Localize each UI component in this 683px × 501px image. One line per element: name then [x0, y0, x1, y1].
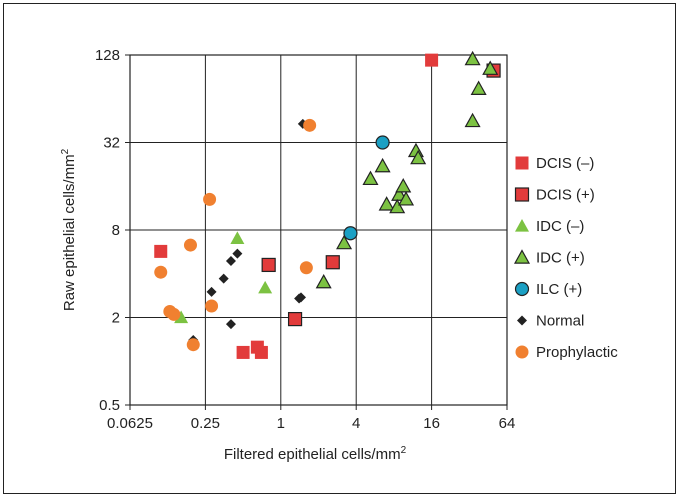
data-point: [296, 292, 307, 303]
legend-item: IDC (–): [515, 218, 584, 235]
y-tick-label: 2: [112, 310, 120, 327]
legend-item: Normal: [517, 313, 584, 330]
data-point: [206, 286, 217, 297]
data-point: [395, 178, 412, 193]
series-group: [343, 135, 390, 241]
y-axis-label: Raw epithelial cells/mm2: [60, 148, 78, 311]
data-point: [225, 255, 236, 266]
data-point: [258, 280, 273, 294]
legend-label: Normal: [536, 313, 584, 330]
data-point: [315, 273, 332, 289]
y-axis-ticks: 0.5 2 8 32 128: [95, 47, 130, 414]
series-group: [154, 53, 439, 359]
data-point: [186, 338, 200, 352]
legend-marker: [514, 187, 530, 202]
x-tick-label: 16: [423, 415, 440, 432]
data-point: [464, 112, 481, 128]
data-point: [167, 307, 181, 321]
data-point: [183, 238, 197, 252]
data-point: [398, 191, 415, 206]
legend-marker: [514, 281, 530, 297]
data-point: [391, 186, 408, 201]
legend-item: DCIS (–): [515, 155, 594, 172]
data-point: [343, 226, 358, 241]
legend-label: IDC (+): [536, 250, 585, 267]
legend-marker: [513, 249, 531, 264]
y-tick-label: 8: [112, 222, 120, 239]
data-point: [232, 248, 243, 259]
data-points: [154, 50, 501, 359]
legend-label: DCIS (+): [536, 187, 595, 204]
data-point: [205, 299, 219, 313]
data-point: [336, 234, 353, 250]
x-tick-label: 1: [277, 415, 285, 432]
legend-label: Prophylactic: [536, 344, 618, 361]
data-point: [389, 198, 406, 214]
grid-lines: [129, 54, 508, 406]
data-point: [236, 345, 250, 359]
data-point: [254, 345, 268, 359]
series-group: [154, 118, 317, 352]
data-point: [203, 192, 217, 206]
y-tick-label: 0.5: [99, 397, 120, 414]
data-point: [425, 53, 439, 67]
data-point: [225, 319, 236, 330]
legend-marker: [515, 156, 529, 170]
series-group: [174, 231, 273, 324]
data-point: [154, 265, 168, 279]
legend-marker: [517, 315, 527, 326]
legend: DCIS (–) DCIS (+) IDC (–) IDC (+) ILC (+) Nor…: [513, 155, 618, 361]
legend-item: DCIS (+): [514, 187, 595, 204]
legend-marker: [515, 219, 529, 232]
x-axis-ticks: 0.0625 0.25 1 4 16 64: [107, 405, 515, 432]
data-point: [470, 80, 487, 95]
data-point: [325, 255, 340, 270]
legend-item: ILC (+): [514, 281, 582, 298]
legend-label: ILC (+): [536, 281, 582, 298]
series-group: [188, 118, 308, 346]
legend-label: DCIS (–): [536, 155, 594, 172]
series-group: [315, 50, 499, 289]
legend-label: IDC (–): [536, 218, 584, 235]
data-point: [374, 157, 391, 173]
data-point: [174, 310, 189, 324]
legend-marker: [515, 345, 529, 359]
data-point: [378, 196, 395, 211]
y-tick-label: 32: [103, 135, 120, 152]
x-tick-label: 0.0625: [107, 415, 153, 432]
data-point: [154, 244, 168, 258]
data-point: [362, 170, 379, 186]
data-point: [482, 60, 499, 75]
data-point: [287, 311, 303, 327]
data-point: [261, 257, 276, 273]
data-point: [299, 261, 313, 275]
legend-item: Prophylactic: [515, 344, 618, 361]
legend-item: IDC (+): [513, 249, 585, 267]
data-point: [410, 149, 427, 165]
x-tick-label: 64: [499, 415, 516, 432]
data-point: [464, 50, 481, 66]
x-tick-label: 0.25: [191, 415, 220, 432]
x-axis-label: Filtered epithelial cells/mm2: [224, 445, 407, 463]
y-tick-label: 128: [95, 47, 120, 64]
x-tick-label: 4: [352, 415, 360, 432]
data-point: [303, 118, 317, 132]
data-point: [218, 273, 229, 284]
data-point: [375, 135, 390, 150]
data-point: [230, 231, 245, 245]
series-group: [261, 63, 501, 327]
